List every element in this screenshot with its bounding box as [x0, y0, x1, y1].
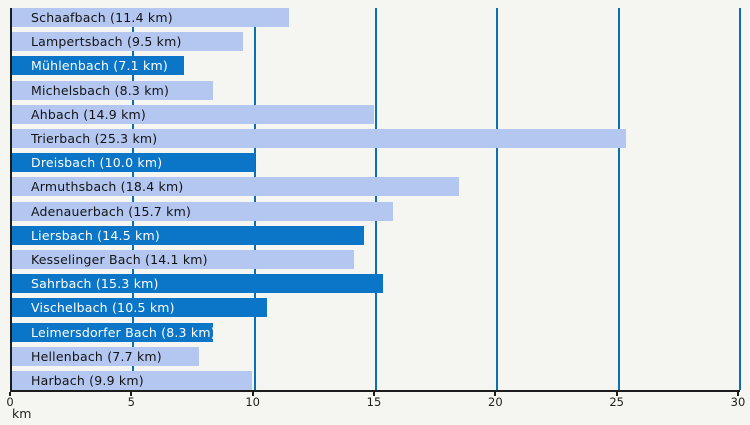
bar-hellenbach: Hellenbach (7.7 km)	[12, 346, 199, 366]
bar-label: Schaafbach (11.4 km)	[31, 10, 173, 25]
bar-label: Lampertsbach (9.5 km)	[31, 34, 182, 50]
bar-schaafbach: Schaafbach (11.4 km)	[12, 8, 289, 27]
bar-armuthsbach: Armuthsbach (18.4 km)	[12, 177, 459, 197]
bar-label: Adenauerbach (15.7 km)	[31, 203, 192, 219]
x-tick-label-20: 20	[488, 395, 503, 409]
x-tick-mark-25	[615, 392, 618, 396]
x-tick-label-10: 10	[245, 395, 260, 409]
bar-label: Harbach (9.9 km)	[31, 373, 144, 388]
bar-label: Sahrbach (15.3 km)	[31, 276, 159, 292]
gridline-20km	[496, 8, 499, 390]
plot-area: Schaafbach (11.4 km) Lampertsbach (9.5 km…	[10, 8, 741, 392]
x-tick-mark-0	[9, 392, 11, 396]
bar-label: Trierbach (25.3 km)	[31, 131, 158, 146]
gridline-15km	[375, 8, 377, 390]
x-axis-unit-label: km	[12, 406, 32, 421]
bar-trierbach: Trierbach (25.3 km)	[12, 129, 626, 148]
bar-label: Vischelbach (10.5 km)	[31, 300, 175, 316]
bar-label: Ahbach (14.9 km)	[31, 106, 147, 122]
bar-sahrbach: Sahrbach (15.3 km)	[12, 274, 384, 294]
bar-liersbach: Liersbach (14.5 km)	[12, 225, 364, 245]
bar-label: Leimersdorfer Bach (8.3 km)	[31, 324, 216, 340]
x-tick-label-30: 30	[730, 395, 746, 409]
bar-label: Liersbach (14.5 km)	[31, 227, 160, 243]
gridline-5km	[132, 8, 135, 390]
bar-ahbach: Ahbach (14.9 km)	[12, 104, 374, 124]
bar-label: Michelsbach (8.3 km)	[31, 82, 170, 98]
gridline-10km	[253, 8, 256, 390]
bar-label: Hellenbach (7.7 km)	[31, 348, 162, 364]
bar-michelsbach: Michelsbach (8.3 km)	[12, 80, 214, 100]
x-tick-label-25: 25	[609, 395, 624, 409]
bar-dreisbach: Dreisbach (10.0 km)	[12, 153, 255, 173]
bar-harbach: Harbach (9.9 km)	[12, 371, 253, 390]
bar-label: Armuthsbach (18.4 km)	[31, 179, 184, 195]
x-tick-mark-10	[251, 392, 254, 396]
bar-kesselinger-bach: Kesselinger Bach (14.1 km)	[12, 250, 355, 269]
bar-lampertsbach: Lampertsbach (9.5 km)	[12, 32, 243, 52]
x-tick-mark-20	[494, 392, 497, 396]
gridline-25km	[617, 8, 620, 390]
x-tick-label-5: 5	[127, 395, 135, 409]
bar-m-hlenbach: Mühlenbach (7.1 km)	[12, 56, 185, 76]
x-tick-label-15: 15	[366, 395, 382, 409]
x-tick-label-0: 0	[6, 395, 14, 409]
gridline-30km	[739, 8, 741, 390]
x-tick-mark-30	[737, 392, 739, 396]
bar-vischelbach: Vischelbach (10.5 km)	[12, 298, 267, 318]
bar-label: Mühlenbach (7.1 km)	[31, 58, 168, 74]
bar-leimersdorfer-bach: Leimersdorfer Bach (8.3 km)	[12, 322, 216, 342]
x-tick-mark-5	[130, 392, 133, 396]
bar-adenauerbach: Adenauerbach (15.7 km)	[12, 201, 393, 221]
x-tick-mark-15	[373, 392, 375, 396]
bar-label: Kesselinger Bach (14.1 km)	[31, 252, 208, 267]
bar-label: Dreisbach (10.0 km)	[31, 155, 163, 171]
